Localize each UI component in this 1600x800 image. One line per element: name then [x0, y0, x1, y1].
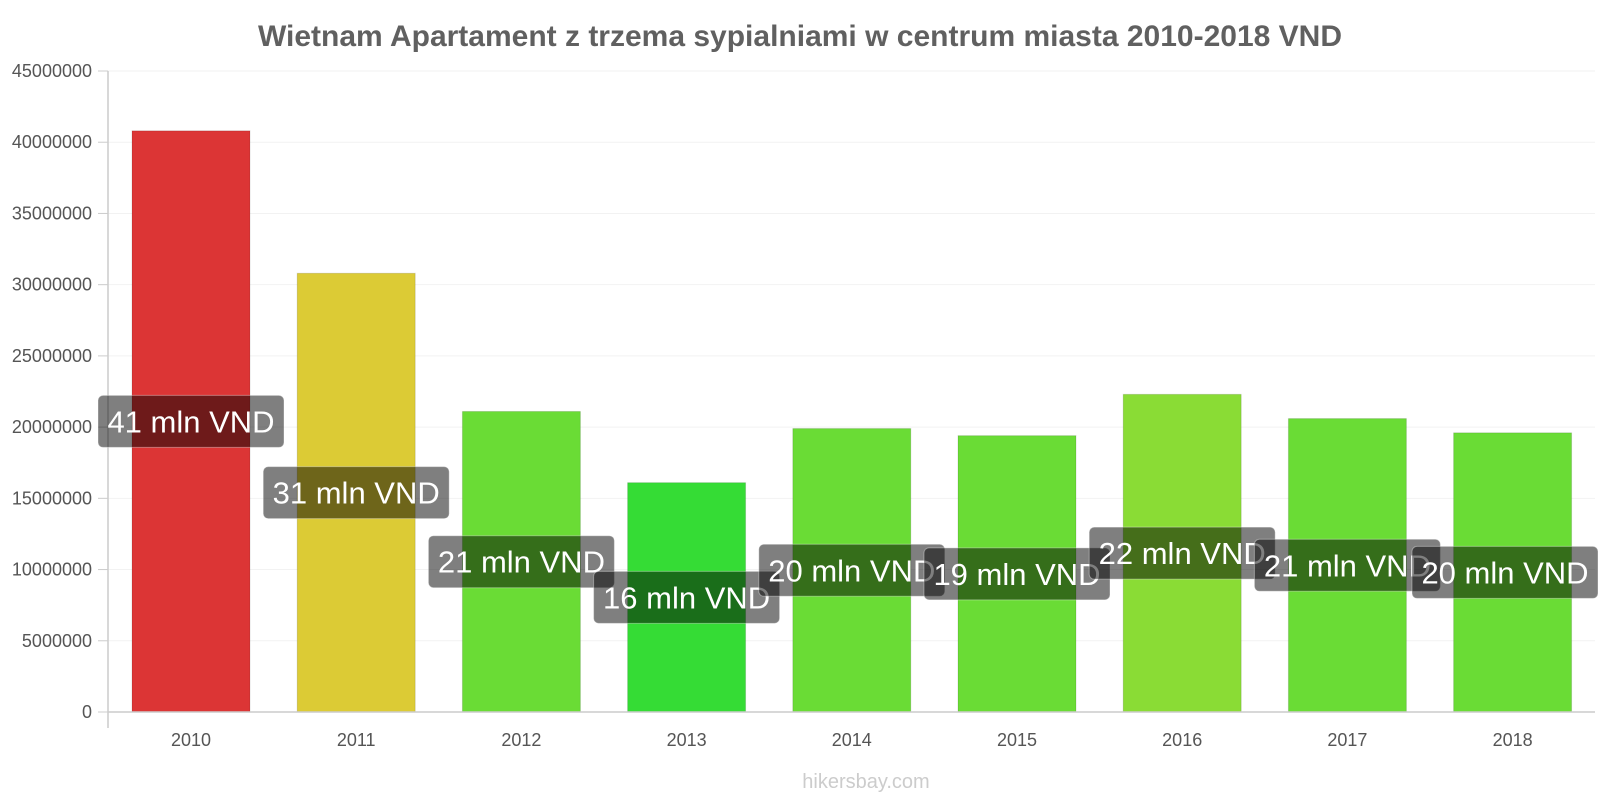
- x-tick-label: 2011: [337, 730, 376, 750]
- data-label-text: 21 mln VND: [438, 545, 605, 580]
- data-label-2016: 22 mln VND: [1088, 526, 1276, 580]
- chart-title: Wietnam Apartament z trzema sypialniami …: [258, 20, 1342, 53]
- data-label-text: 31 mln VND: [273, 476, 440, 511]
- data-label-text: 21 mln VND: [1264, 548, 1431, 583]
- x-tick-label: 2016: [1162, 730, 1202, 750]
- x-tick-label: 2012: [501, 730, 541, 750]
- data-label-2013: 16 mln VND: [593, 570, 781, 624]
- data-label-text: 19 mln VND: [933, 557, 1100, 592]
- data-label-box: [593, 570, 781, 624]
- y-axis: 0 5000000 10000000 15000000 20000000 25000000…: [12, 61, 109, 728]
- x-tick-label: 2018: [1493, 730, 1533, 750]
- data-label-box: [97, 394, 285, 448]
- y-tick-label: 25000000: [12, 346, 92, 366]
- data-label-2015: 19 mln VND: [923, 547, 1111, 601]
- x-tick-label: 2010: [171, 730, 211, 750]
- data-label-2012: 21 mln VND: [427, 535, 615, 589]
- data-label-box: [262, 466, 450, 520]
- x-tick-label: 2015: [997, 730, 1037, 750]
- data-label-2011: 31 mln VND: [262, 466, 450, 520]
- data-label-text: 20 mln VND: [1421, 555, 1588, 590]
- y-tick-label: 20000000: [12, 417, 92, 437]
- x-axis: 2010 2011 2012 2013 2014 2015 2016 2017 2018: [108, 711, 1595, 750]
- data-label-2010: 41 mln VND: [97, 394, 285, 448]
- data-label-text: 22 mln VND: [1099, 536, 1266, 571]
- data-label-text: 16 mln VND: [603, 580, 770, 615]
- y-tick-label: 45000000: [12, 61, 92, 81]
- bars: [131, 130, 1573, 713]
- data-label-2018: 20 mln VND: [1411, 545, 1599, 599]
- y-tick-label: 40000000: [12, 132, 92, 152]
- y-tick-label: 15000000: [12, 488, 92, 508]
- data-label-2017: 21 mln VND: [1253, 538, 1441, 592]
- data-label-2014: 20 mln VND: [758, 543, 946, 597]
- y-tick-label: 0: [82, 702, 92, 722]
- y-tick-label: 10000000: [12, 560, 92, 580]
- y-tick-label: 35000000: [12, 203, 92, 223]
- x-tick-label: 2014: [832, 730, 872, 750]
- data-label-text: 41 mln VND: [107, 404, 274, 439]
- y-tick-label: 30000000: [12, 275, 92, 295]
- data-label-box: [1411, 545, 1599, 599]
- watermark: hikersbay.com: [802, 771, 929, 793]
- x-tick-label: 2017: [1327, 730, 1367, 750]
- y-tick-label: 5000000: [22, 631, 92, 651]
- data-label-box: [427, 535, 615, 589]
- x-tick-label: 2013: [667, 730, 707, 750]
- data-label-text: 20 mln VND: [768, 553, 935, 588]
